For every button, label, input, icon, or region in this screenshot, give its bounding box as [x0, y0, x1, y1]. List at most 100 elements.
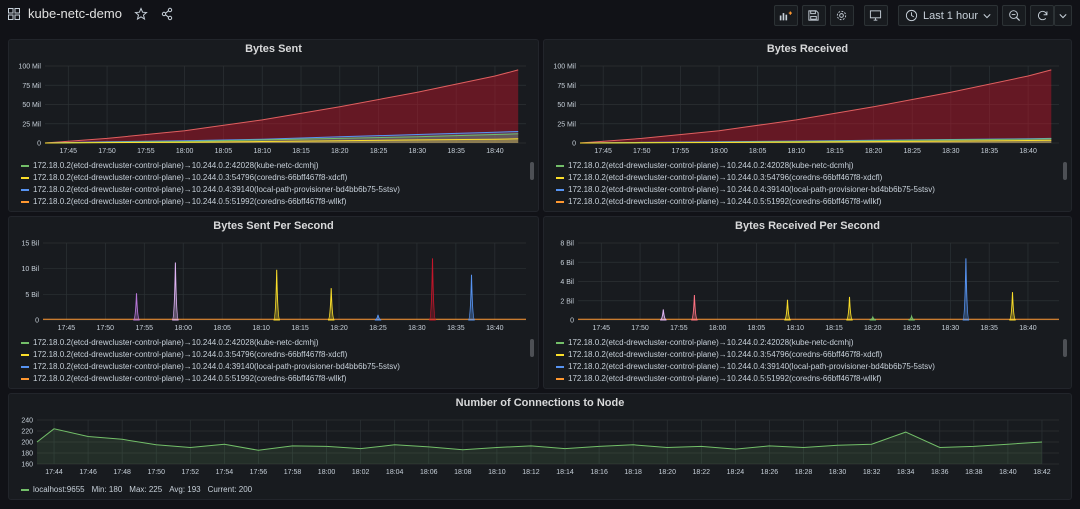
legend-series-name: 172.18.0.2(etcd-drewcluster-control-plan…: [568, 197, 882, 206]
panel-bytes-received[interactable]: Bytes Received 100 Mil 75 Mil 50 Mil 25 Mil…: [543, 39, 1072, 212]
legend-item[interactable]: 172.18.0.2(etcd-drewcluster-control-plan…: [556, 160, 1056, 172]
legend-item[interactable]: 172.18.0.2(etcd-drewcluster-control-plan…: [21, 373, 521, 385]
bytes-sent-per-second-graph[interactable]: 15 Bil 10 Bil 5 Bil 0 17:45 17:50 17:55 18:00 18…: [17, 239, 532, 334]
clock-icon: [905, 9, 918, 22]
series-line: [44, 69, 519, 144]
connections-graph[interactable]: 240 220 200 180 160 17:44 17:46 17:48 17:50 17:52…: [17, 416, 1065, 478]
legend-stat-min: Min: 180: [91, 485, 123, 494]
share-icon[interactable]: [160, 7, 174, 21]
x-axis-tick-label: 18:28: [795, 469, 813, 476]
legend-scrollbar[interactable]: [1063, 339, 1067, 357]
x-axis-tick-label: 17:58: [284, 469, 302, 476]
legend-item[interactable]: 172.18.0.2(etcd-drewcluster-control-plan…: [21, 172, 521, 184]
spike-mark[interactable]: [690, 294, 698, 321]
legend-series-name: 172.18.0.2(etcd-drewcluster-control-plan…: [568, 173, 883, 182]
x-axis-tick-label: 18:40: [999, 469, 1017, 476]
x-axis-tick-label: 18:25: [369, 325, 387, 332]
star-icon[interactable]: [134, 6, 148, 21]
panel-bytes-sent[interactable]: Bytes Sent 100 Mil 75 Mil 50 Mil 25 Mil 0 17:…: [8, 39, 539, 212]
legend-swatch: [556, 201, 564, 203]
panel-title[interactable]: Bytes Received: [766, 43, 849, 55]
time-range-picker[interactable]: Last 1 hour: [897, 5, 998, 26]
legend-item[interactable]: 172.18.0.2(etcd-drewcluster-control-plan…: [556, 196, 1056, 208]
legend-item[interactable]: 172.18.0.2(etcd-drewcluster-control-plan…: [556, 184, 1056, 196]
panel-title[interactable]: Bytes Sent Per Second: [213, 220, 334, 232]
panel-bytes-received-per-second[interactable]: Bytes Received Per Second 8 Bil 6 Bil 4 Bi…: [543, 216, 1072, 389]
zoom-out-icon: [1008, 10, 1020, 22]
y-axis-tick-label: 75 Mil: [22, 83, 41, 90]
x-axis-tick-label: 17:44: [45, 469, 63, 476]
x-axis-tick-label: 18:30: [408, 325, 426, 332]
spike-mark[interactable]: [171, 262, 180, 321]
legend-item[interactable]: 172.18.0.2(etcd-drewcluster-control-plan…: [21, 196, 521, 208]
panel-title[interactable]: Bytes Sent: [245, 43, 302, 55]
refresh-interval-dropdown[interactable]: [1054, 5, 1072, 26]
spike-mark[interactable]: [467, 274, 476, 321]
x-axis-tick-label: 18:26: [761, 469, 779, 476]
spike-mark[interactable]: [1008, 292, 1017, 321]
legend-series-name: 172.18.0.2(etcd-drewcluster-control-plan…: [33, 161, 319, 170]
spike-mark[interactable]: [784, 299, 791, 321]
x-axis-tick-label: 17:55: [670, 325, 688, 332]
legend-item[interactable]: localhost:9655 Min: 180 Max: 225 Avg: 19…: [21, 484, 621, 496]
spike-mark[interactable]: [327, 288, 335, 321]
x-axis-tick-label: 18:00: [710, 148, 728, 155]
panel-title[interactable]: Number of Connections to Node: [455, 397, 625, 409]
spike-mark[interactable]: [962, 258, 970, 321]
x-axis-tick-label: 17:52: [182, 469, 200, 476]
y-axis-tick-label: 10 Bil: [21, 266, 39, 273]
cycle-view-mode-button[interactable]: [863, 5, 888, 26]
x-axis-tick-label: 18:08: [454, 469, 472, 476]
legend-series-name: 172.18.0.2(etcd-drewcluster-control-plan…: [568, 350, 883, 359]
panel-bytes-sent-per-second[interactable]: Bytes Sent Per Second 15 Bil 10 Bil 5 Bil 0…: [8, 216, 539, 389]
x-axis-tick-label: 18:16: [590, 469, 608, 476]
y-axis-tick-label: 0: [572, 141, 576, 148]
add-panel-button[interactable]: [773, 5, 798, 26]
graph-legend: localhost:9655 Min: 180 Max: 225 Avg: 19…: [21, 484, 621, 496]
x-axis-tick-label: 17:50: [147, 469, 165, 476]
legend-series-name: 172.18.0.2(etcd-drewcluster-control-plan…: [33, 197, 347, 206]
x-axis-tick-label: 18:30: [942, 325, 960, 332]
x-axis-tick-label: 18:38: [965, 469, 983, 476]
dashboard-settings-button[interactable]: [829, 5, 854, 26]
spike-mark[interactable]: [846, 296, 853, 321]
legend-item[interactable]: 172.18.0.2(etcd-drewcluster-control-plan…: [556, 361, 1056, 373]
x-axis-tick-label: 18:00: [176, 148, 194, 155]
panel-connections[interactable]: Number of Connections to Node 240 220 200 1…: [8, 393, 1072, 500]
legend-item[interactable]: 172.18.0.2(etcd-drewcluster-control-plan…: [21, 337, 521, 349]
legend-item[interactable]: 172.18.0.2(etcd-drewcluster-control-plan…: [556, 337, 1056, 349]
legend-scrollbar[interactable]: [1063, 162, 1067, 180]
legend-item[interactable]: 172.18.0.2(etcd-drewcluster-control-plan…: [21, 184, 521, 196]
y-axis-tick-label: 5 Bil: [25, 292, 39, 299]
spike-mark[interactable]: [869, 315, 877, 321]
legend-item[interactable]: 172.18.0.2(etcd-drewcluster-control-plan…: [21, 361, 521, 373]
legend-scrollbar[interactable]: [530, 339, 534, 357]
series-line: [36, 428, 1043, 451]
dashboard-title[interactable]: kube-netc-demo: [28, 6, 122, 21]
refresh-button[interactable]: [1030, 5, 1054, 26]
legend-item[interactable]: 172.18.0.2(etcd-drewcluster-control-plan…: [556, 172, 1056, 184]
bytes-received-per-second-graph[interactable]: 8 Bil 6 Bil 4 Bil 2 Bil 0 17:45 17:50 17:55 18:0…: [552, 239, 1065, 334]
save-dashboard-button[interactable]: [801, 5, 826, 26]
bytes-sent-graph[interactable]: 100 Mil 75 Mil 50 Mil 25 Mil 0 17:45 17:50 17:5…: [17, 62, 532, 157]
panel-title[interactable]: Bytes Received Per Second: [735, 220, 880, 232]
legend-item[interactable]: 172.18.0.2(etcd-drewcluster-control-plan…: [556, 349, 1056, 361]
y-axis-tick-label: 160: [21, 462, 33, 469]
legend-scrollbar[interactable]: [530, 162, 534, 180]
bytes-received-graph[interactable]: 100 Mil 75 Mil 50 Mil 25 Mil 0 17:45 17:50 17:5…: [552, 62, 1065, 157]
legend-item[interactable]: 172.18.0.2(etcd-drewcluster-control-plan…: [21, 160, 521, 172]
zoom-out-button[interactable]: [1002, 5, 1026, 26]
x-axis-tick-label: 17:50: [97, 325, 115, 332]
spike-mark[interactable]: [273, 269, 281, 321]
dashboard-grid-icon[interactable]: [8, 7, 20, 20]
spike-mark[interactable]: [908, 314, 915, 321]
spike-mark[interactable]: [428, 258, 437, 321]
x-axis-tick-label: 18:05: [215, 148, 233, 155]
dashboard-title-area: kube-netc-demo: [8, 6, 174, 21]
legend-item[interactable]: 172.18.0.2(etcd-drewcluster-control-plan…: [21, 349, 521, 361]
spike-mark[interactable]: [374, 314, 382, 321]
spike-mark[interactable]: [659, 309, 667, 321]
legend-item[interactable]: 172.18.0.2(etcd-drewcluster-control-plan…: [556, 373, 1056, 385]
spike-mark[interactable]: [132, 293, 141, 321]
x-axis-tick-label: 18:30: [942, 148, 960, 155]
